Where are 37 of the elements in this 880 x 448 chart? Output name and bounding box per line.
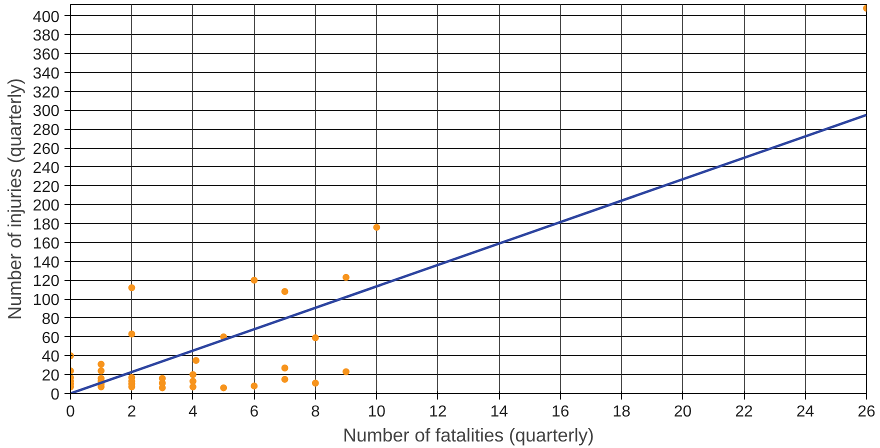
x-tick-label: 8 [310, 404, 320, 420]
y-tick-label: 220 [32, 178, 60, 196]
y-tick-label: 280 [32, 122, 60, 140]
y-tick-label: 0 [50, 386, 60, 404]
y-tick-label: 60 [42, 330, 60, 347]
x-tick-label: 2 [127, 404, 136, 420]
y-tick-label: 340 [32, 65, 60, 82]
y-tick-label: 380 [32, 28, 60, 45]
y-tick-label: 40 [42, 348, 60, 366]
x-tick-label: 12 [428, 404, 447, 420]
y-tick-label: 200 [32, 198, 60, 215]
y-tick-label: 360 [32, 46, 60, 64]
y-tick-label: 180 [32, 216, 60, 234]
x-tick-label: 6 [250, 404, 259, 420]
x-tick-label: 10 [368, 404, 386, 420]
y-tick-label: 240 [32, 160, 60, 177]
x-tick-label: 4 [188, 404, 198, 420]
x-tick-label: 26 [858, 404, 876, 420]
y-tick-label: 160 [32, 235, 60, 252]
x-tick-label: 24 [796, 404, 814, 420]
y-tick-label: 80 [42, 310, 60, 328]
y-tick-label: 320 [32, 84, 60, 102]
x-tick-label: 18 [612, 404, 631, 420]
y-tick-label: 20 [42, 368, 60, 385]
y-tick-label: 100 [32, 292, 60, 310]
x-tick-label: 22 [735, 404, 754, 420]
x-axis-title: Number of fatalities (quarterly) [343, 424, 594, 446]
y-tick-label: 300 [32, 103, 60, 120]
y-tick-label: 400 [32, 8, 60, 26]
x-tick-label: 16 [551, 404, 570, 420]
x-tick-label: 14 [490, 404, 508, 420]
x-tick-label: 0 [66, 404, 76, 420]
y-axis-title: Number of injuries (quarterly) [4, 78, 25, 320]
y-tick-label: 120 [32, 273, 60, 290]
y-tick-label: 260 [32, 141, 60, 158]
y-tick-label: 140 [32, 254, 60, 272]
x-tick-label: 20 [674, 404, 692, 420]
